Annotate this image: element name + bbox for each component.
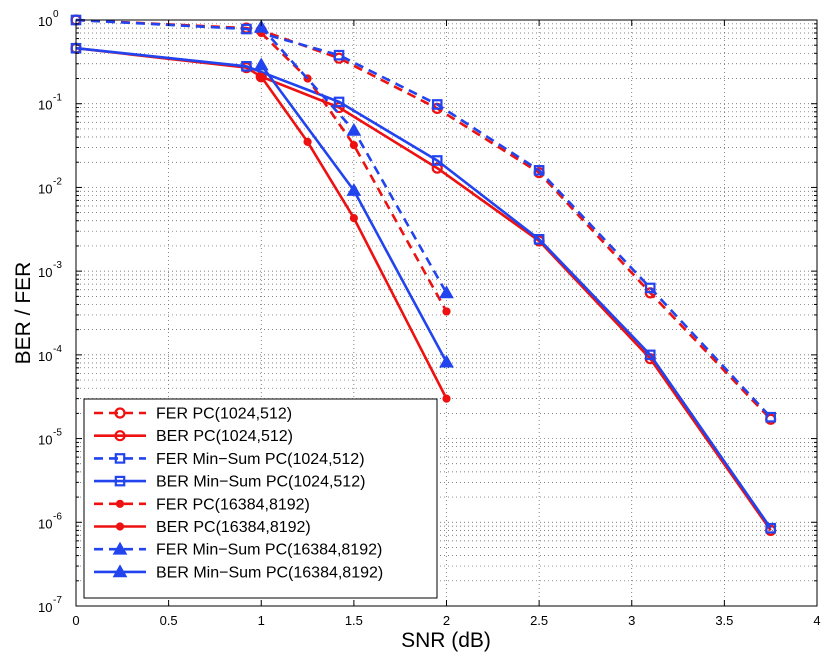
x-tick-label: 1 xyxy=(258,613,265,628)
data-point xyxy=(346,182,362,196)
legend-marker xyxy=(114,453,126,464)
y-tick-base: 10 xyxy=(38,600,52,615)
legend-marker xyxy=(114,475,126,487)
data-point xyxy=(303,137,312,146)
data-point xyxy=(431,99,443,110)
data-point xyxy=(349,141,358,150)
y-tick-exponent: -5 xyxy=(53,428,62,439)
legend-entry-2: BER PC(1024,512) xyxy=(94,428,293,445)
legend-label: BER Min−Sum PC(16384,8192) xyxy=(156,564,383,581)
x-tick-label: 1.5 xyxy=(345,613,363,628)
y-tick-label: 10 -1 xyxy=(38,93,62,113)
y-tick-exponent: 0 xyxy=(53,9,59,20)
y-tick-base: 10 xyxy=(38,181,52,196)
x-tick-labels: 0 0.5 1 1.5 2 2.5 3 3.5 4 xyxy=(72,613,820,628)
y-tick-label: 10 -7 xyxy=(38,595,62,615)
data-series xyxy=(70,14,777,536)
y-tick-exponent: -6 xyxy=(53,511,62,522)
legend-label: FER PC(1024,512) xyxy=(156,406,292,423)
legend-entry-7: FER Min−Sum PC(16384,8192) xyxy=(94,541,382,559)
legend-label: FER Min−Sum PC(16384,8192) xyxy=(156,542,382,559)
data-point xyxy=(241,23,252,35)
y-tick-exponent: -2 xyxy=(53,176,62,187)
series-7 xyxy=(253,19,454,299)
data-point xyxy=(533,234,545,245)
data-point xyxy=(346,122,362,136)
legend-label: FER Min−Sum PC(1024,512) xyxy=(156,451,365,468)
series-line xyxy=(75,46,772,532)
legend-marker xyxy=(115,522,125,531)
y-tick-base: 10 xyxy=(38,14,52,29)
x-tick-label: 3 xyxy=(628,613,635,628)
legend-marker xyxy=(115,499,125,508)
x-tick-label: 3.5 xyxy=(715,613,733,628)
data-point xyxy=(644,282,656,294)
series-6 xyxy=(257,72,451,403)
data-point xyxy=(765,411,776,423)
data-point xyxy=(257,72,266,81)
x-tick-label: 2 xyxy=(443,613,450,628)
series-line xyxy=(260,75,448,400)
legend-label: BER PC(1024,512) xyxy=(156,428,293,445)
legend-marker xyxy=(114,407,126,419)
legend-marker xyxy=(114,430,126,442)
legend-marker xyxy=(112,541,128,555)
data-point xyxy=(533,165,545,176)
y-tick-exponent: -3 xyxy=(53,260,62,271)
legend-entry-3: FER Min−Sum PC(1024,512) xyxy=(94,451,365,468)
y-tick-base: 10 xyxy=(38,516,52,531)
y-tick-exponent: -1 xyxy=(53,93,62,104)
series-line xyxy=(75,18,772,419)
series-line xyxy=(260,32,448,313)
legend-entry-8: BER Min−Sum PC(16384,8192) xyxy=(94,564,383,581)
series-8 xyxy=(253,57,454,368)
data-point xyxy=(333,49,345,61)
data-point xyxy=(644,349,656,361)
x-tick-label: 0 xyxy=(72,613,79,628)
data-point xyxy=(241,60,252,72)
x-tick-label: 4 xyxy=(813,613,820,628)
legend-entry-5: FER PC(16384,8192) xyxy=(94,496,310,513)
data-point xyxy=(253,19,269,33)
y-tick-exponent: -4 xyxy=(53,344,62,355)
series-line xyxy=(75,46,772,529)
legend-label: BER Min−Sum PC(1024,512) xyxy=(156,474,365,491)
legend-entry-4: BER Min−Sum PC(1024,512) xyxy=(94,474,365,491)
axis-ticks xyxy=(75,19,818,607)
data-point xyxy=(349,214,358,223)
x-tick-label: 2.5 xyxy=(530,613,548,628)
y-tick-label: 10 -3 xyxy=(38,260,62,280)
y-tick-base: 10 xyxy=(38,433,52,448)
y-tick-base: 10 xyxy=(38,98,52,113)
data-point xyxy=(333,96,345,108)
y-tick-label: 10 -2 xyxy=(38,176,62,196)
y-tick-base: 10 xyxy=(38,265,52,280)
data-point xyxy=(442,307,451,316)
data-point xyxy=(253,57,269,71)
y-tick-exponent: -7 xyxy=(53,595,62,606)
y-tick-label: 10 -6 xyxy=(38,511,62,531)
y-tick-label: 10 -5 xyxy=(38,428,62,448)
legend-entry-6: BER PC(16384,8192) xyxy=(94,519,311,536)
data-point xyxy=(431,155,443,166)
y-axis-title: BER / FER xyxy=(12,262,35,365)
legend-label: BER PC(16384,8192) xyxy=(156,519,311,536)
x-tick-label: 0.5 xyxy=(160,613,178,628)
y-tick-base: 10 xyxy=(38,349,52,364)
legend-marker xyxy=(112,564,128,578)
data-point xyxy=(765,522,776,534)
data-point xyxy=(439,285,454,299)
y-tick-label: 10 -4 xyxy=(38,344,62,364)
x-axis-title: SNR (dB) xyxy=(401,629,491,652)
data-point xyxy=(439,354,454,368)
legend-label: FER PC(16384,8192) xyxy=(156,496,310,513)
y-tick-label: 10 0 xyxy=(38,9,59,29)
legend-entry-1: FER PC(1024,512) xyxy=(94,406,292,423)
legend-box xyxy=(83,398,438,599)
legend: FER PC(1024,512) BER PC(1024,512) FER Min−… xyxy=(83,398,438,599)
data-point xyxy=(442,394,451,403)
